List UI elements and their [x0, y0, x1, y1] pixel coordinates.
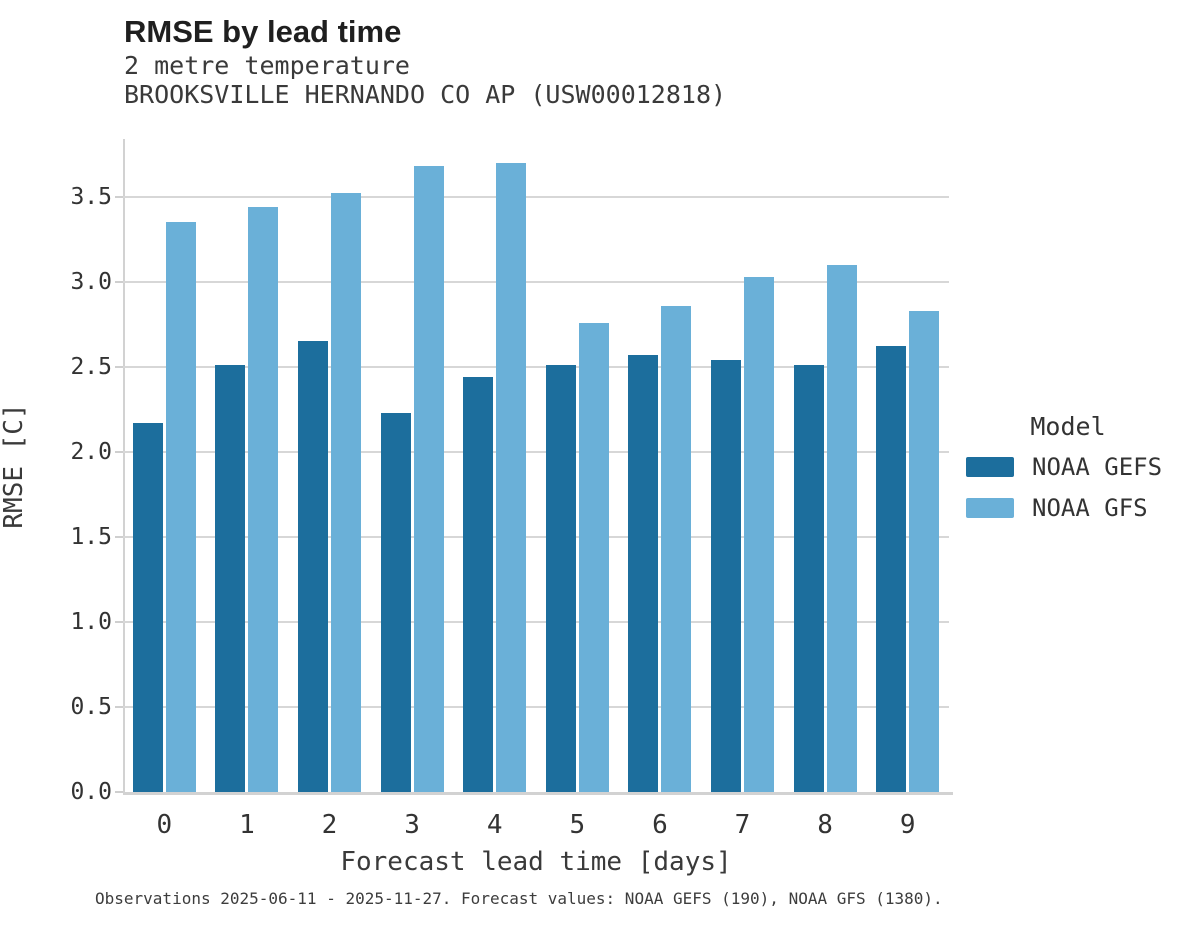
bar-noaa-gfs-2	[331, 193, 361, 792]
y-tick-mark-0.0	[115, 791, 123, 793]
gridline-y-2.5	[123, 365, 949, 368]
bar-noaa-gefs-6	[628, 354, 659, 792]
bar-noaa-gefs-7	[711, 360, 741, 792]
bar-noaa-gefs-8	[793, 365, 824, 792]
x-tick-label-7: 7	[734, 810, 751, 840]
bar-noaa-gfs-6	[661, 305, 692, 792]
y-tick-mark-3.0	[115, 280, 123, 283]
caption: Observations 2025-06-11 - 2025-11-27. Fo…	[95, 889, 943, 908]
bar-noaa-gefs-5	[545, 365, 576, 792]
bar-noaa-gfs-8	[826, 264, 857, 792]
x-tick-label-5: 5	[569, 810, 586, 840]
bar-noaa-gfs-3	[413, 166, 444, 792]
gridline-y-1.0	[123, 620, 949, 623]
gridline-y-3.5	[123, 195, 949, 198]
y-tick-label-2.5: 2.5	[70, 353, 112, 380]
bar-noaa-gefs-2	[298, 341, 328, 792]
chart-title: RMSE by lead time	[124, 14, 402, 49]
bar-noaa-gfs-1	[248, 207, 279, 792]
legend-item-noaa-gefs: NOAA GEFS	[966, 453, 1174, 481]
bar-noaa-gfs-7	[744, 276, 774, 792]
legend-title: Model	[1030, 412, 1106, 441]
x-axis-spine	[123, 792, 953, 795]
bar-noaa-gfs-5	[578, 322, 609, 792]
legend-label: NOAA GEFS	[1032, 453, 1163, 481]
legend-item-noaa-gfs: NOAA GFS	[966, 494, 1174, 522]
y-tick-label-3.5: 3.5	[70, 183, 112, 210]
x-axis-label: Forecast lead time [days]	[340, 847, 732, 877]
y-tick-label-1.5: 1.5	[70, 523, 112, 550]
chart-subtitle: 2 metre temperature	[124, 51, 410, 80]
x-tick-label-9: 9	[899, 810, 916, 840]
bar-noaa-gefs-0	[132, 423, 163, 792]
y-tick-mark-1.0	[115, 620, 123, 623]
y-tick-label-3.0: 3.0	[70, 268, 112, 295]
y-tick-mark-3.5	[115, 195, 123, 198]
bar-noaa-gefs-9	[876, 346, 907, 792]
gridline-y-2.0	[123, 450, 949, 453]
legend: Model NOAA GEFS NOAA GFS	[962, 412, 1174, 535]
x-tick-label-3: 3	[404, 810, 420, 840]
x-tick-label-4: 4	[486, 810, 503, 840]
legend-swatch-icon	[966, 498, 1014, 518]
y-tick-label-1.0: 1.0	[70, 608, 112, 635]
x-tick-label-1: 1	[239, 810, 255, 840]
x-tick-label-6: 6	[652, 810, 668, 840]
legend-label: NOAA GFS	[1032, 494, 1148, 522]
y-tick-label-2.0: 2.0	[70, 438, 112, 465]
bar-noaa-gfs-0	[165, 222, 196, 792]
x-tick-label-0: 0	[156, 810, 173, 840]
x-tick-label-8: 8	[817, 810, 833, 840]
bar-noaa-gfs-9	[909, 310, 940, 792]
y-tick-label-0.5: 0.5	[70, 693, 112, 720]
x-tick-label-2: 2	[321, 810, 338, 840]
y-axis-label: RMSE [C]	[0, 403, 29, 529]
y-tick-label-0.0: 0.0	[70, 779, 112, 805]
y-axis-spine	[123, 139, 125, 792]
gridline-y-1.5	[123, 535, 949, 538]
bar-noaa-gefs-4	[463, 377, 494, 792]
plot-area: 0.0 0.5 1.0 1.5 2.0 2.5 3.0 3.5 0 1 2 3 4 5 6 7 8 9	[70, 139, 953, 839]
bar-noaa-gfs-4	[496, 162, 527, 792]
bar-noaa-gefs-1	[215, 365, 246, 792]
legend-swatch-icon	[966, 457, 1014, 477]
y-tick-mark-2.0	[115, 450, 123, 453]
gridline-y-0.5	[123, 705, 949, 708]
y-tick-mark-0.5	[115, 705, 123, 708]
y-tick-mark-1.5	[115, 535, 123, 538]
gridline-y-3.0	[123, 280, 949, 283]
y-tick-mark-2.5	[115, 365, 123, 368]
bar-noaa-gefs-3	[380, 412, 411, 792]
chart-station-subtitle: BROOKSVILLE HERNANDO CO AP (USW00012818)	[124, 80, 727, 109]
